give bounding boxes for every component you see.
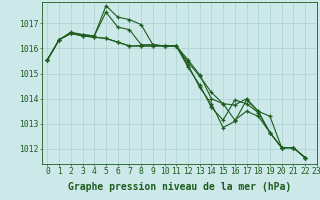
X-axis label: Graphe pression niveau de la mer (hPa): Graphe pression niveau de la mer (hPa) bbox=[68, 182, 291, 192]
